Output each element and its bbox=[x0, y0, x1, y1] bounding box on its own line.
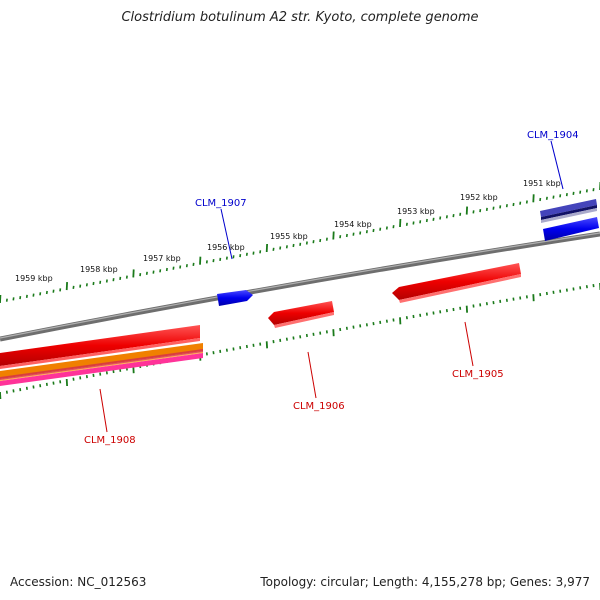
kbp-label-1951: 1951 kbp bbox=[523, 179, 561, 188]
kbp-label-1959: 1959 kbp bbox=[15, 274, 53, 283]
gene-CLM_1907[interactable] bbox=[217, 290, 253, 306]
gene-label-CLM_1907[interactable]: CLM_1907 bbox=[195, 198, 247, 209]
leader-line-CLM_1905 bbox=[464, 321, 474, 367]
kbp-label-1957: 1957 kbp bbox=[143, 254, 181, 263]
genome-summary-text: Topology: circular; Length: 4,155,278 bp… bbox=[260, 575, 590, 589]
kbp-label-1952: 1952 kbp bbox=[460, 193, 498, 202]
leader-line-CLM_1904 bbox=[550, 140, 564, 190]
kbp-label-1956: 1956 kbp bbox=[207, 243, 245, 252]
gene-CLM_1906[interactable] bbox=[268, 301, 334, 328]
kbp-label-1955: 1955 kbp bbox=[270, 232, 308, 241]
outer-scale-ruler bbox=[0, 181, 600, 304]
gene-label-CLM_1908[interactable]: CLM_1908 bbox=[84, 435, 136, 446]
accession-text: Accession: NC_012563 bbox=[10, 575, 147, 589]
gene-CLM_1908[interactable] bbox=[0, 325, 200, 369]
kbp-labels: 1959 kbp 1958 kbp 1957 kbp 1956 kbp 1955… bbox=[15, 179, 561, 283]
kbp-label-1958: 1958 kbp bbox=[80, 265, 118, 274]
gene-CLM_1905[interactable] bbox=[392, 263, 521, 303]
gene-label-CLM_1904[interactable]: CLM_1904 bbox=[527, 130, 579, 141]
genome-backbone bbox=[0, 231, 600, 342]
leader-line-CLM_1906 bbox=[307, 351, 317, 399]
leader-line-CLM_1907 bbox=[220, 208, 233, 260]
track-pink-segment[interactable] bbox=[0, 349, 203, 386]
genome-title: Clostridium botulinum A2 str. Kyoto, com… bbox=[121, 10, 479, 25]
leader-line-CLM_1908 bbox=[99, 388, 108, 433]
gene-label-CLM_1905[interactable]: CLM_1905 bbox=[452, 369, 504, 380]
gene-label-CLM_1906[interactable]: CLM_1906 bbox=[293, 401, 345, 412]
kbp-label-1954: 1954 kbp bbox=[334, 220, 372, 229]
track-purple-segment[interactable] bbox=[540, 199, 597, 223]
kbp-label-1953: 1953 kbp bbox=[397, 207, 435, 216]
gene-CLM_1904[interactable] bbox=[543, 217, 599, 241]
